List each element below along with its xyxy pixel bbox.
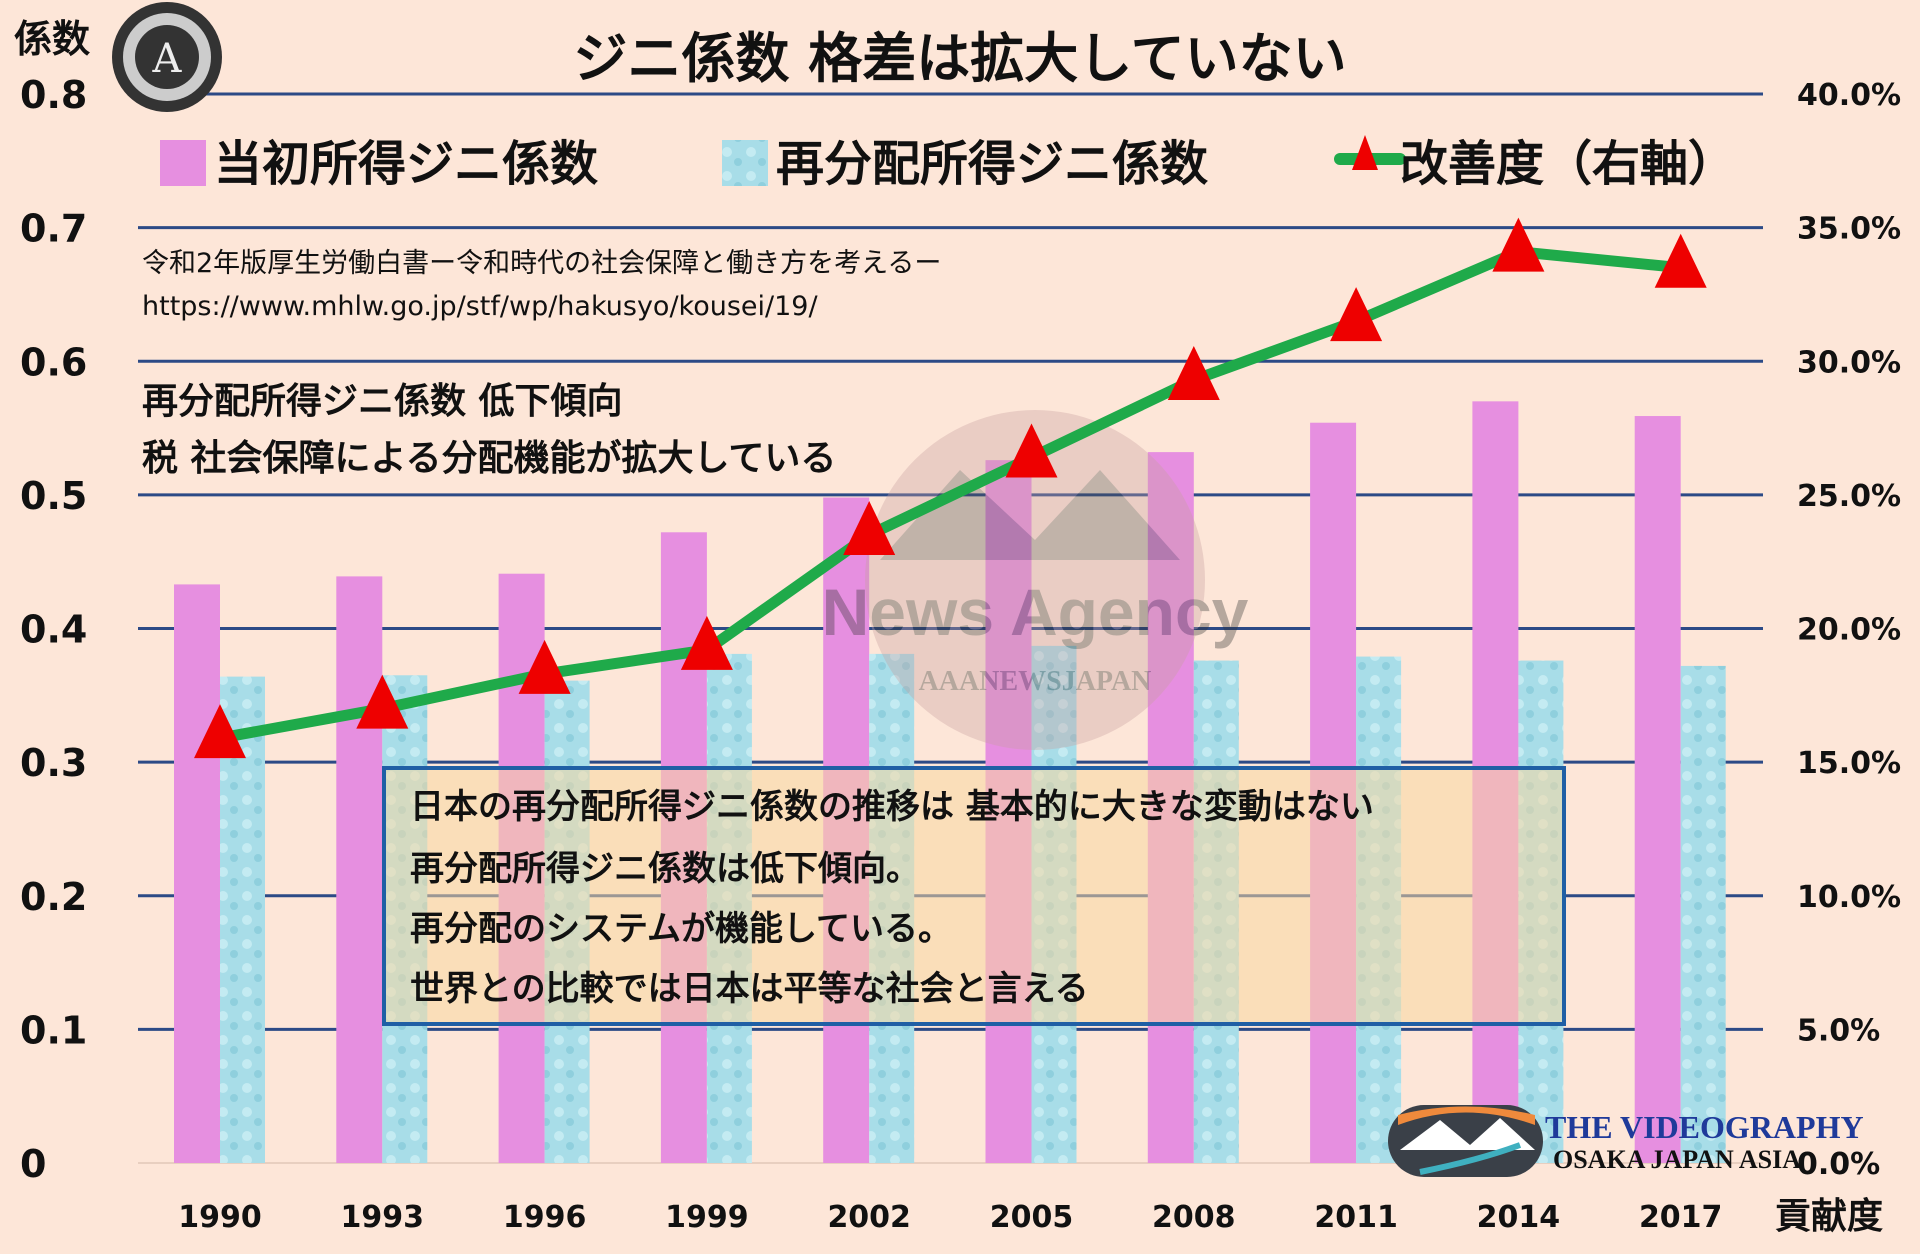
improvement-marker-2008 [1167, 345, 1220, 400]
x-tick-label: 2011 [1314, 1200, 1398, 1235]
y-tick-label: 0.3 [20, 741, 87, 785]
y2-tick-label: 25.0% [1797, 479, 1901, 514]
x-tick-label: 1999 [665, 1200, 749, 1235]
y2-tick-label: 40.0% [1797, 78, 1901, 113]
improvement-marker-1993 [356, 674, 409, 729]
improvement-marker-2005 [1005, 423, 1058, 478]
legend-triangle-icon [1352, 135, 1378, 170]
y2-axis-label: 貢献度 [1775, 1195, 1883, 1237]
improvement-line [194, 217, 1707, 759]
x-tick-label: 1996 [503, 1200, 587, 1235]
improvement-marker-2017 [1654, 233, 1707, 288]
legend-swatch-initial [160, 140, 206, 186]
y2-tick-label: 10.0% [1797, 880, 1901, 915]
y2-tick-label: 5.0% [1797, 1013, 1880, 1048]
legend-label-improvement: 改善度（右軸） [1400, 136, 1736, 192]
right-axis-ticks: 0.0% 5.0% 10.0% 15.0% 20.0% 25.0% 30.0% 35.0% 40… [1797, 78, 1901, 1182]
legend: 当初所得ジニ係数 再分配所得ジニ係数 改善度（右軸） [160, 135, 1736, 192]
source-url: https://www.mhlw.go.jp/stf/wp/hakusyo/ko… [142, 291, 818, 322]
summary-box: 日本の再分配所得ジニ係数の推移は 基本的に大きな変動はない 再分配所得ジニ係数は… [382, 766, 1566, 1026]
y2-tick-label: 20.0% [1797, 613, 1901, 648]
y-axis-label: 係数 [14, 16, 90, 61]
y-tick-label: 0.8 [20, 73, 87, 117]
videography-line2: OSAKA JAPAN ASIA [1553, 1145, 1801, 1174]
improvement-marker-1999 [680, 615, 733, 670]
x-tick-label: 2017 [1639, 1200, 1723, 1235]
improvement-marker-2002 [843, 500, 896, 555]
left-axis-ticks: 0 0.1 0.2 0.3 0.4 0.5 0.6 0.7 0.8 [20, 73, 87, 1186]
bar-initial-1990 [174, 584, 220, 1163]
bar-initial-1993 [336, 576, 383, 1163]
svg-text:A: A [152, 36, 183, 82]
y-tick-label: 0.5 [20, 474, 87, 518]
videography-line1: THE VIDEOGRAPHY [1545, 1109, 1864, 1145]
x-tick-label: 1990 [178, 1200, 262, 1235]
y2-tick-label: 30.0% [1797, 345, 1901, 380]
summary-line1: 日本の再分配所得ジニ係数の推移は 基本的に大きな変動はない [410, 787, 1374, 827]
x-tick-label: 2005 [990, 1200, 1074, 1235]
improvement-marker-1996 [518, 639, 571, 694]
summary-line2: 再分配所得ジニ係数は低下傾向。 [410, 849, 920, 889]
svg-text:AAANEWSJAPAN: AAANEWSJAPAN [919, 666, 1152, 697]
x-tick-label: 2008 [1152, 1200, 1236, 1235]
summary-line3: 再分配のシステムが機能している。 [410, 909, 952, 949]
y-tick-label: 0.1 [20, 1008, 87, 1052]
improvement-marker-2011 [1330, 287, 1383, 342]
y-tick-label: 0.6 [20, 340, 87, 384]
aaanews-badge-logo: A [112, 2, 222, 112]
y-tick-label: 0.2 [20, 875, 87, 919]
y-tick-label: 0 [20, 1142, 46, 1186]
source-line1: 令和2年版厚生労働白書ー令和時代の社会保障と働き方を考えるー [142, 248, 941, 279]
x-tick-label: 1993 [341, 1200, 425, 1235]
videography-logo: THE VIDEOGRAPHY OSAKA JAPAN ASIA [1388, 1105, 1864, 1177]
summary-line4: 世界との比較では日本は平等な社会と言える [410, 969, 1089, 1009]
bar-redistribution-2017 [1680, 665, 1726, 1163]
svg-text:News Agency: News Agency [822, 575, 1249, 649]
improvement-marker-2014 [1492, 217, 1545, 272]
x-tick-label: 2002 [827, 1200, 911, 1235]
bar-initial-2017 [1634, 416, 1681, 1163]
y-tick-label: 0.7 [20, 207, 87, 251]
note-line2: 税 社会保障による分配機能が拡大している [142, 437, 836, 479]
y2-tick-label: 15.0% [1797, 746, 1901, 781]
x-axis-ticks: 1990 1993 1996 1999 2002 2005 2008 2011 2014 2017 [178, 1200, 1722, 1235]
x-tick-label: 2014 [1477, 1200, 1561, 1235]
note-line1: 再分配所得ジニ係数 低下傾向 [142, 380, 623, 422]
chart-title: ジニ係数 格差は拡大していない [573, 27, 1346, 90]
improvement-polyline [219, 246, 1682, 744]
y2-tick-label: 35.0% [1797, 212, 1901, 247]
y-tick-label: 0.4 [20, 608, 87, 652]
legend-label-redistribution: 再分配所得ジニ係数 [776, 136, 1208, 192]
legend-swatch-redistribution [722, 140, 768, 186]
y2-tick-label: 0.0% [1797, 1147, 1880, 1182]
improvement-marker-1990 [194, 704, 246, 759]
legend-label-initial: 当初所得ジニ係数 [214, 136, 598, 192]
